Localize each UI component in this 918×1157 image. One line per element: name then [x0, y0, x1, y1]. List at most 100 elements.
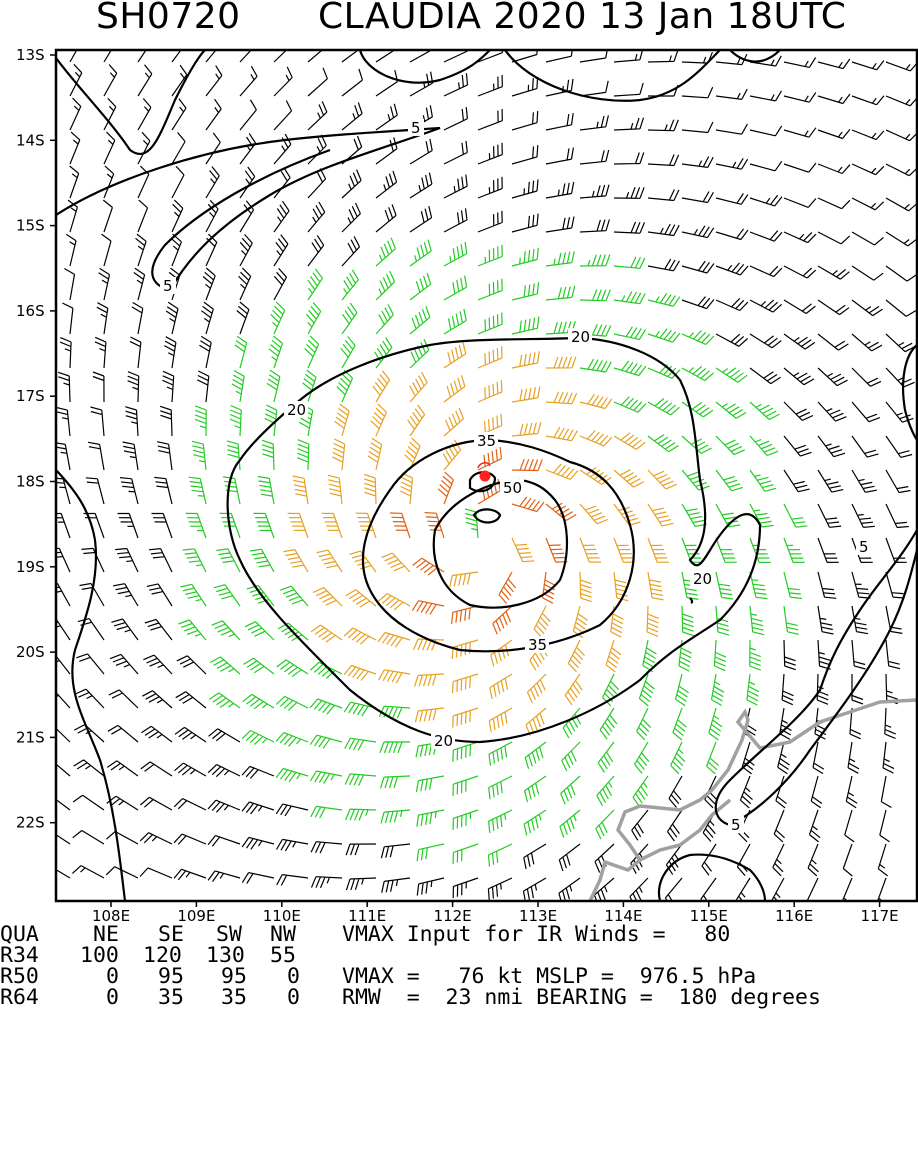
wind-barb — [817, 93, 851, 105]
storm-name-time: CLAUDIA 2020 13 Jan 18UTC — [318, 0, 847, 37]
wind-barb — [205, 199, 219, 233]
wind-barb — [647, 119, 679, 132]
wind-barb — [127, 371, 140, 403]
wind-barb — [715, 367, 748, 383]
wind-barb — [275, 767, 309, 783]
wind-barb — [309, 698, 343, 715]
wind-barb — [647, 397, 680, 416]
wind-barb — [579, 358, 612, 373]
wind-barb — [681, 156, 714, 168]
wind-barb — [309, 734, 343, 749]
wind-barb — [523, 809, 547, 836]
wind-barb — [202, 267, 216, 301]
footer-header-row: QUA NE SE SW NW VMAX Input for IR Winds … — [0, 924, 730, 946]
wind-barb — [345, 808, 377, 821]
contour-label-5d: 5 — [731, 816, 741, 834]
wind-barb — [647, 189, 680, 202]
wind-barb — [749, 333, 782, 349]
wind-barb — [647, 154, 680, 167]
wind-barb — [749, 265, 783, 278]
wind-barb — [69, 97, 82, 131]
wind-barb — [613, 291, 646, 305]
wind-barb — [605, 639, 622, 673]
wind-barb — [885, 639, 901, 670]
wind-barb — [783, 537, 805, 563]
wind-barb — [817, 265, 850, 280]
wind-barb — [772, 843, 785, 877]
wind-barb — [715, 88, 748, 100]
wind-barb — [176, 655, 207, 675]
wind-barb — [613, 432, 646, 450]
wind-barb — [880, 775, 892, 809]
wind-barb — [119, 477, 139, 505]
wind-barb — [378, 593, 411, 611]
wind-barb — [741, 741, 755, 775]
wind-barb — [749, 55, 782, 67]
wind-barb — [597, 741, 615, 773]
wind-barb — [292, 475, 309, 505]
wind-barb — [213, 584, 241, 607]
wind-barb — [249, 548, 275, 573]
wind-barb — [273, 100, 293, 131]
storm-center-marker — [479, 470, 491, 482]
wind-barb — [341, 236, 361, 267]
wind-barb — [636, 707, 652, 741]
wind-barb — [345, 877, 377, 891]
wind-barb — [511, 458, 543, 472]
wind-barb — [715, 469, 743, 492]
wind-barb — [87, 441, 105, 471]
wind-barb — [205, 65, 223, 97]
wind-barb — [452, 741, 479, 762]
wind-barb — [681, 435, 712, 454]
wind-barb — [171, 132, 186, 165]
wind-barb — [477, 478, 501, 505]
wind-barb — [443, 50, 469, 63]
wind-barb — [57, 371, 71, 403]
wind-barb — [336, 369, 354, 403]
wind-barb — [157, 441, 173, 471]
wind-barb — [207, 835, 241, 847]
wind-barb — [817, 367, 848, 387]
wind-barb — [65, 233, 77, 267]
wind-barb — [107, 724, 139, 743]
wind-barb — [647, 469, 677, 490]
wind-barb — [276, 874, 309, 886]
wind-barb — [56, 582, 71, 607]
wind-barb — [488, 707, 513, 733]
wind-barb — [367, 437, 383, 471]
wind-barb — [817, 299, 850, 316]
wind-barb — [341, 302, 358, 335]
wind-barb — [312, 587, 343, 607]
wind-barb — [407, 404, 426, 437]
wind-barb — [375, 170, 398, 199]
r50-sw: 95 — [221, 964, 247, 989]
wind-barb — [151, 512, 173, 539]
wind-barb — [380, 843, 411, 859]
wind-barb — [681, 225, 715, 239]
wind-barb — [808, 809, 821, 843]
wind-barb — [69, 131, 81, 165]
col-ne: NE — [93, 922, 119, 947]
wind-barb — [412, 557, 445, 576]
wind-barb — [511, 145, 539, 165]
wind-barb — [882, 741, 895, 774]
wind-barb — [749, 571, 768, 600]
wind-barb — [355, 512, 377, 539]
wind-barb — [885, 333, 916, 353]
wind-barb — [341, 50, 360, 63]
wind-barb — [545, 463, 579, 480]
wind-barb — [511, 247, 539, 267]
wind-barb — [613, 256, 646, 269]
r64-sw: 35 — [221, 985, 247, 1010]
wind-barb — [817, 333, 849, 351]
wind-barb — [579, 537, 602, 563]
wind-barb — [545, 181, 575, 199]
wind-barb — [511, 351, 540, 369]
wind-barb — [558, 843, 581, 872]
wind-barb — [133, 267, 146, 301]
wind-barb — [579, 324, 612, 337]
wind-barb — [209, 656, 241, 675]
wind-barb — [208, 728, 241, 743]
lat-label: 16S — [16, 302, 45, 320]
wind-barb — [334, 403, 350, 437]
